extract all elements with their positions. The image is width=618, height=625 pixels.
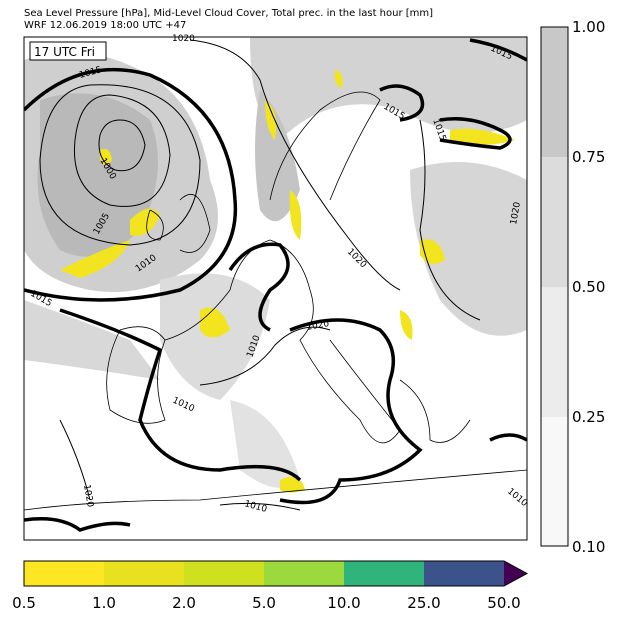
colorbar-label: 0.25 [572, 408, 605, 426]
title-line-2: WRF 12.06.2019 18:00 UTC +47 [24, 20, 186, 31]
time-box [29, 41, 107, 61]
precip-colorbar: 0.5 1.0 2.0 5.0 10.0 25.0 50.0 [12, 560, 529, 612]
colorbar-label: 0.5 [12, 594, 36, 612]
colorbar-label: 0.75 [572, 148, 605, 166]
colorbar-label: 1.0 [92, 594, 116, 612]
colorbar-label: 5.0 [252, 594, 276, 612]
map: 1020 1015 1015 1000 1005 1010 1015 1015 … [23, 34, 529, 541]
cloud-cover [24, 37, 527, 488]
isobar-label: 1020 [172, 34, 195, 44]
colorbar-label: 1.00 [572, 18, 605, 36]
isobars [24, 38, 527, 532]
cloud-colorbar: 1.00 0.75 0.50 0.25 0.10 [540, 18, 605, 556]
isobar-label: 1020 [81, 484, 95, 509]
colorbar-label: 0.10 [572, 538, 605, 556]
colorbar-label: 50.0 [487, 594, 520, 612]
isobar-label: 1020 [509, 201, 523, 226]
time-label: 17 UTC Fri [34, 45, 95, 59]
colorbar-label: 10.0 [327, 594, 360, 612]
colorbar-label: 0.50 [572, 278, 605, 296]
colorbar-label: 2.0 [172, 594, 196, 612]
title-line-1: Sea Level Pressure [hPa], Mid-Level Clou… [24, 8, 433, 19]
isobar-label: 1020 [306, 319, 331, 333]
colorbar-label: 25.0 [407, 594, 440, 612]
